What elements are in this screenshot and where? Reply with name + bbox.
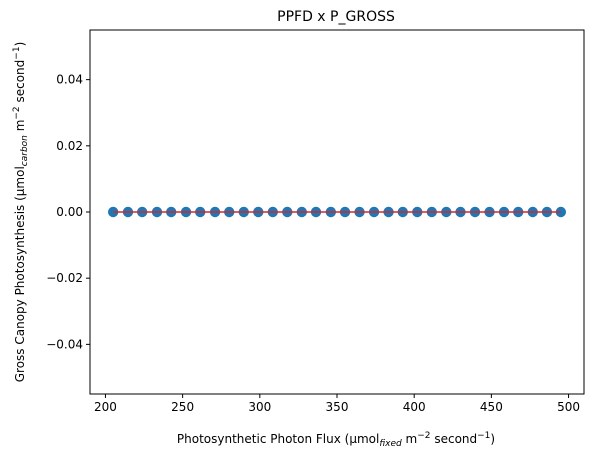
y-tick-label: −0.04 [46, 337, 83, 351]
x-axis-ticks: 200 250 300 350 400 450 500 [94, 394, 580, 414]
x-tick-label: 200 [94, 400, 117, 414]
y-tick-label: 0.00 [56, 205, 83, 219]
y-axis-ticks: 0.04 0.02 0.00 −0.02 −0.04 [46, 73, 90, 351]
y-tick-label: −0.02 [46, 271, 83, 285]
series-layer [107, 206, 567, 218]
x-tick-label: 300 [248, 400, 271, 414]
x-tick-label: 400 [403, 400, 426, 414]
y-axis-label: Gross Canopy Photosynthesis (μmolcarbon … [12, 42, 30, 383]
chart-title: PPFD x P_GROSS [277, 9, 395, 25]
x-tick-label: 250 [171, 400, 194, 414]
x-tick-label: 350 [326, 400, 349, 414]
x-axis-label: Photosynthetic Photon Flux (μmolfixed m−… [177, 431, 495, 449]
y-tick-label: 0.02 [56, 139, 83, 153]
x-tick-label: 500 [557, 400, 580, 414]
y-tick-label: 0.04 [56, 73, 83, 87]
x-tick-label: 450 [480, 400, 503, 414]
